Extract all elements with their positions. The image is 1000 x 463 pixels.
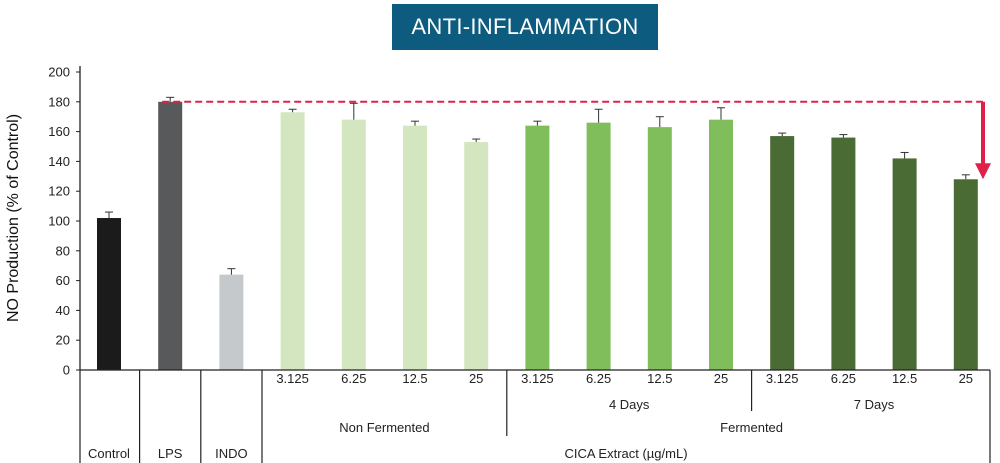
- y-tick-label: 120: [48, 184, 70, 199]
- x-tick-label: 3.125: [276, 371, 309, 386]
- x-tick-label: 6.25: [831, 371, 856, 386]
- bar: [586, 122, 611, 370]
- bar: [97, 218, 121, 370]
- bar: [770, 136, 795, 370]
- x-tick-label: 6.25: [341, 371, 366, 386]
- y-tick-label: 180: [48, 94, 70, 109]
- bar: [464, 142, 489, 370]
- x-tick-label: 3.125: [766, 371, 799, 386]
- bar: [525, 125, 550, 370]
- y-tick-label: 80: [56, 243, 70, 258]
- bar: [831, 137, 856, 370]
- bar: [158, 101, 183, 371]
- x-tick-label: 25: [959, 371, 973, 386]
- x-tick-label: LPS: [158, 446, 183, 461]
- x-tick-label: 12.5: [402, 371, 427, 386]
- y-tick-label: 40: [56, 303, 70, 318]
- x-tick-label: Control: [88, 446, 130, 461]
- y-tick-label: 60: [56, 273, 70, 288]
- group-label-extract: CICA Extract (µg/mL): [564, 446, 687, 461]
- x-tick-label: 25: [469, 371, 483, 386]
- group-label-fermentation: Fermented: [720, 420, 783, 435]
- bar: [953, 179, 978, 370]
- y-tick-label: 200: [48, 65, 70, 80]
- x-tick-label: 3.125: [521, 371, 554, 386]
- x-tick-label: INDO: [215, 446, 248, 461]
- bar: [709, 119, 733, 371]
- bar: [280, 112, 305, 370]
- bar: [892, 158, 917, 370]
- group-label-days: 7 Days: [854, 397, 895, 412]
- bar: [647, 127, 672, 370]
- group-label-days: 4 Days: [609, 397, 650, 412]
- y-tick-label: 0: [63, 363, 70, 378]
- bar: [341, 119, 366, 371]
- bar: [219, 274, 244, 370]
- group-label-fermentation: Non Fermented: [339, 420, 429, 435]
- bar: [403, 125, 427, 370]
- x-tick-label: 25: [714, 371, 728, 386]
- y-tick-label: 20: [56, 333, 70, 348]
- x-tick-label: 12.5: [892, 371, 917, 386]
- chart-title: ANTI-INFLAMMATION: [392, 4, 658, 50]
- y-tick-label: 140: [48, 154, 70, 169]
- y-tick-label: 160: [48, 124, 70, 139]
- y-tick-label: 100: [48, 214, 70, 229]
- y-axis-label: NO Production (% of Control): [5, 114, 22, 322]
- reduction-arrow-head: [975, 163, 991, 180]
- x-tick-label: 12.5: [647, 371, 672, 386]
- x-tick-label: 6.25: [586, 371, 611, 386]
